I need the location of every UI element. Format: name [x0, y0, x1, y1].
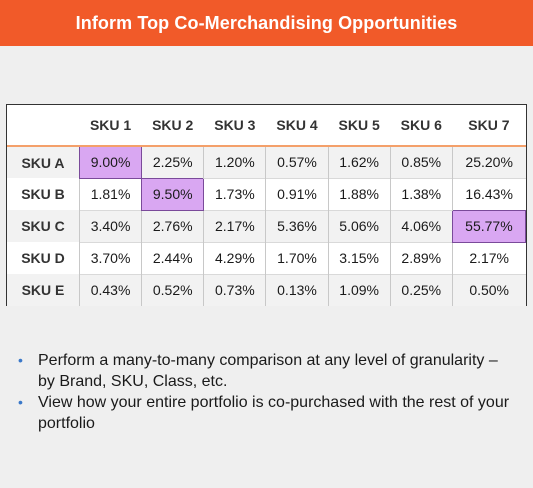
table-row: SKU C 3.40% 2.76% 2.17% 5.36% 5.06% 4.06… — [7, 209, 527, 243]
table-row: SKU D 3.70% 2.44% 4.29% 1.70% 3.15% 2.89… — [7, 241, 526, 274]
table-cell: 4.06% — [389, 209, 453, 242]
table-cell: 9.00% — [78, 146, 143, 179]
table-cell: 3.15% — [327, 241, 391, 274]
column-header: SKU 4 — [265, 105, 329, 147]
table-cell: 2.89% — [389, 241, 453, 274]
column-header: SKU 5 — [328, 105, 391, 147]
table-cell: 5.36% — [265, 209, 329, 242]
table-cell: 0.50% — [451, 273, 526, 306]
table-cell: 55.77% — [451, 209, 527, 243]
table-cell: 0.73% — [203, 273, 266, 306]
matrix-table: SKU 1 SKU 2 SKU 3 SKU 4 SKU 5 SKU 6 SKU … — [7, 105, 527, 306]
table-cell: 1.62% — [327, 146, 391, 178]
table-cell: 0.25% — [389, 273, 453, 306]
table-cell: 3.40% — [78, 209, 142, 242]
table-cell: 5.06% — [327, 209, 391, 242]
table-row: SKU A 9.00% 2.25% 1.20% 0.57% 1.62% 0.85… — [7, 146, 526, 179]
title-banner: Inform Top Co-Merchandising Opportunitie… — [0, 0, 533, 46]
table-cell: 16.43% — [451, 177, 526, 210]
corner-cell — [7, 105, 80, 147]
column-header: SKU 7 — [452, 105, 526, 147]
column-header: SKU 6 — [390, 105, 453, 147]
table-cell: 2.25% — [141, 146, 204, 178]
table-cell: 2.17% — [203, 209, 266, 242]
table-row: SKU E 0.43% 0.52% 0.73% 0.13% 1.09% 0.25… — [7, 273, 526, 306]
bullet-dot-icon: • — [18, 394, 23, 410]
table-cell: 25.20% — [451, 146, 526, 178]
table-cell: 1.09% — [327, 273, 391, 306]
feature-bullets: • Perform a many-to-many comparison at a… — [16, 350, 516, 434]
header-row: SKU 1 SKU 2 SKU 3 SKU 4 SKU 5 SKU 6 SKU … — [7, 105, 526, 147]
table-cell: 2.76% — [141, 209, 204, 242]
page-title: Inform Top Co-Merchandising Opportunitie… — [75, 12, 458, 33]
row-header: SKU B — [21, 186, 65, 202]
table-cell: 0.43% — [78, 273, 142, 306]
column-header: SKU 2 — [141, 105, 204, 147]
row-header: SKU C — [21, 218, 65, 234]
column-header: SKU 1 — [79, 105, 142, 147]
table-cell: 1.70% — [265, 241, 329, 274]
row-header: SKU A — [21, 154, 65, 171]
table-cell: 0.52% — [141, 273, 204, 306]
row-header: SKU E — [21, 282, 65, 298]
co-purchase-matrix: SKU 1 SKU 2 SKU 3 SKU 4 SKU 5 SKU 6 SKU … — [6, 104, 527, 306]
bullet-dot-icon: • — [18, 352, 23, 368]
bullet-text: View how your entire portfolio is co-pur… — [38, 394, 510, 432]
bullet-item: • Perform a many-to-many comparison at a… — [16, 350, 516, 392]
bullet-item: • View how your entire portfolio is co-p… — [16, 392, 516, 434]
row-header: SKU D — [21, 250, 65, 266]
table-cell: 1.73% — [203, 177, 266, 210]
table-cell: 4.29% — [203, 241, 266, 274]
table-cell: 1.81% — [78, 177, 142, 210]
column-header: SKU 3 — [203, 105, 266, 147]
table-cell: 3.70% — [78, 241, 142, 274]
table-cell: 1.38% — [389, 177, 453, 210]
table-cell: 2.17% — [451, 241, 526, 274]
table-cell: 1.88% — [327, 177, 391, 210]
table-cell: 0.91% — [265, 177, 329, 210]
table-cell: 2.44% — [141, 241, 204, 274]
table-cell: 1.20% — [203, 146, 266, 178]
bullet-text: Perform a many-to-many comparison at any… — [38, 352, 498, 390]
table-cell: 0.57% — [265, 146, 329, 178]
table-row: SKU B 1.81% 9.50% 1.73% 0.91% 1.88% 1.38… — [7, 177, 526, 211]
table-cell: 0.13% — [265, 273, 329, 306]
table-cell: 0.85% — [389, 146, 453, 178]
table-cell: 9.50% — [141, 177, 205, 211]
